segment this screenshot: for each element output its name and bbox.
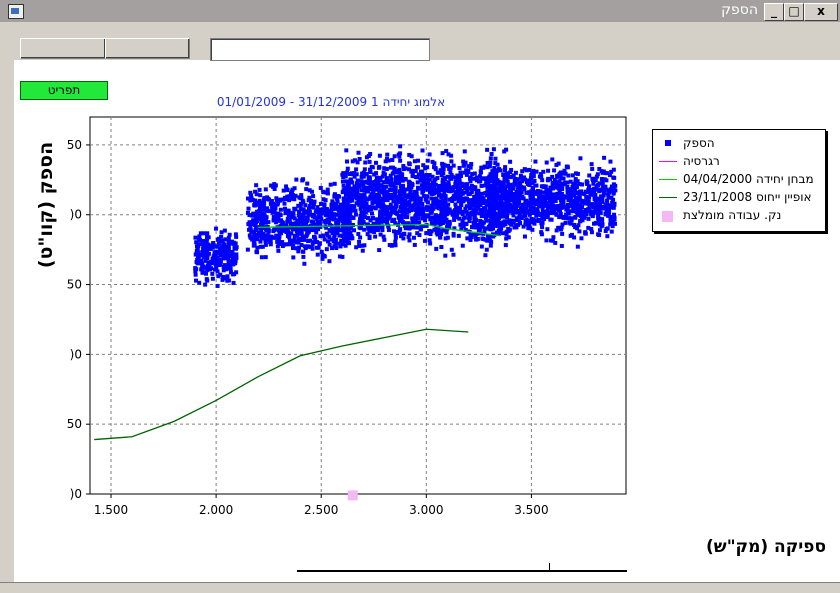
bottom-rule: [297, 570, 627, 572]
chart-subtitle: אלמוג יחידה 1 31/12/2009 - 01/01/2009: [216, 95, 446, 109]
window-title: הספק: [721, 2, 758, 18]
legend-item-output: הספק: [659, 135, 821, 153]
legend-label-recommended: נק. עבודה מומלצת: [683, 208, 782, 222]
legend: הספק רגרסיה מבחן יחידה 04/04/2000 אופיין…: [652, 129, 826, 232]
bottom-rule-tick: [549, 563, 550, 571]
y-axis-title: הספק (קוו"ט): [35, 141, 57, 269]
legend-item-unit-test: מבחן יחידה 04/04/2000: [659, 171, 821, 189]
legend-item-recommended: נק. עבודה מומלצת: [659, 207, 821, 225]
status-bar: [0, 582, 840, 593]
toolbar-segment-1[interactable]: [20, 38, 106, 59]
legend-label-reference: אופיין ייחוס 23/11/2008: [683, 190, 812, 204]
left-frame: [0, 22, 14, 582]
print-button[interactable]: תפריט: [20, 81, 108, 100]
legend-swatch-recommended: [659, 211, 677, 222]
legend-label-unit-test: מבחן יחידה 04/04/2000: [683, 172, 814, 186]
app-icon: [8, 4, 24, 19]
title-bar: הספק _ □ x: [0, 0, 840, 22]
text-field[interactable]: [210, 38, 430, 61]
close-button[interactable]: x: [804, 3, 838, 21]
toolbar-segment-2[interactable]: [105, 38, 190, 59]
legend-swatch-unit-test: [659, 176, 677, 184]
legend-label-output: הספק: [683, 136, 715, 150]
x-axis-title: ספיקה (מק"ש): [706, 537, 826, 557]
minimize-button[interactable]: _: [764, 3, 784, 21]
legend-swatch-regression: [659, 158, 677, 166]
legend-label-regression: רגרסיה: [683, 154, 720, 168]
legend-item-regression: רגרסיה: [659, 153, 821, 171]
legend-item-reference: אופיין ייחוס 23/11/2008: [659, 189, 821, 207]
legend-swatch-output: [659, 140, 677, 148]
legend-swatch-reference: [659, 194, 677, 202]
maximize-button[interactable]: □: [784, 3, 804, 21]
